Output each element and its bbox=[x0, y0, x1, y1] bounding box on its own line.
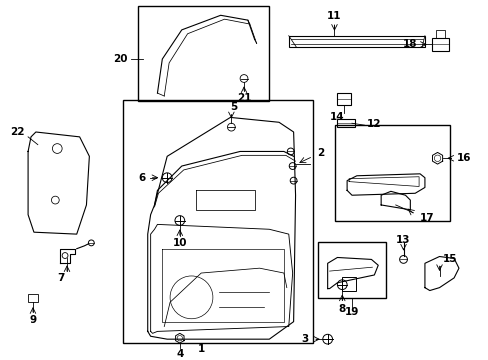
Bar bbox=[317, 242, 385, 298]
Bar bbox=[28, 294, 38, 302]
Bar bbox=[138, 5, 269, 101]
Text: 17: 17 bbox=[419, 213, 434, 222]
Bar bbox=[335, 125, 449, 221]
Text: 9: 9 bbox=[29, 315, 37, 325]
Text: 6: 6 bbox=[138, 173, 145, 183]
Bar bbox=[435, 30, 445, 38]
Text: 13: 13 bbox=[395, 235, 410, 245]
Text: 21: 21 bbox=[236, 93, 251, 103]
Text: 20: 20 bbox=[113, 54, 127, 64]
Text: 11: 11 bbox=[326, 11, 341, 21]
Text: 16: 16 bbox=[456, 153, 470, 163]
Text: 8: 8 bbox=[338, 304, 345, 314]
Text: 15: 15 bbox=[442, 255, 456, 264]
Text: 1: 1 bbox=[197, 344, 204, 354]
Text: 19: 19 bbox=[344, 307, 358, 317]
Bar bbox=[288, 36, 424, 48]
Text: 3: 3 bbox=[300, 334, 307, 344]
Bar bbox=[431, 38, 448, 51]
Text: 4: 4 bbox=[176, 349, 183, 359]
Text: 12: 12 bbox=[366, 119, 380, 129]
Text: 22: 22 bbox=[10, 127, 24, 137]
Text: 5: 5 bbox=[229, 102, 237, 112]
Text: 14: 14 bbox=[329, 112, 344, 122]
Bar bbox=[123, 100, 312, 343]
Bar bbox=[337, 93, 350, 105]
Text: 2: 2 bbox=[316, 148, 324, 158]
Text: 7: 7 bbox=[58, 273, 65, 283]
Text: 10: 10 bbox=[172, 238, 187, 248]
Text: 18: 18 bbox=[402, 40, 416, 49]
Bar bbox=[342, 277, 355, 291]
Bar bbox=[337, 120, 354, 127]
